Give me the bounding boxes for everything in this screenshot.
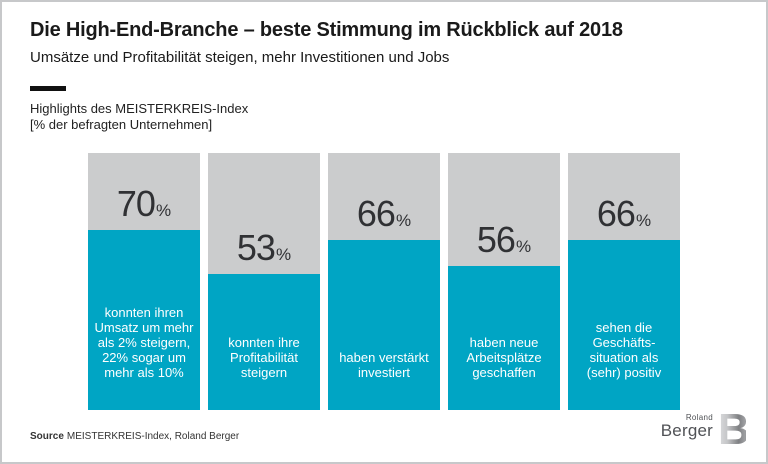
chart-caption: Highlights des MEISTERKREIS-Index [% der… [30, 101, 248, 133]
bar-description: konnten ihren Umsatz um mehr als 2% stei… [94, 305, 194, 380]
page-title: Die High-End-Branche – beste Stimmung im… [30, 19, 623, 41]
source-label: Source [30, 431, 64, 442]
bar-column-4: 56% haben neue Arbeitsplätze geschaffen [448, 153, 560, 410]
percent-sign: % [275, 244, 292, 264]
bar-column-1: 70% konnten ihren Umsatz um mehr als 2% … [88, 153, 200, 410]
percent-sign: % [395, 211, 412, 231]
bar-fill [208, 273, 320, 410]
bar-column-5: 66% sehen die Geschäfts-situation als (s… [568, 153, 680, 410]
bar-fill [328, 240, 440, 410]
logo-berger-text: Berger [660, 421, 713, 440]
logo-roland-text: Roland [685, 413, 713, 422]
svg-text:B: B [718, 408, 746, 448]
percent-sign: % [635, 211, 652, 231]
chart-caption-line2: [% der befragten Unternehmen] [30, 117, 213, 132]
bar-value-number: 56 [476, 218, 516, 260]
roland-berger-b-icon: B [718, 408, 746, 448]
bar-description: haben neue Arbeitsplätze geschaffen [466, 335, 542, 380]
bar-fill [88, 230, 200, 410]
bar-value-label: 70% [88, 185, 200, 221]
bar-value-number: 66 [596, 193, 636, 235]
chart-caption-line1: Highlights des MEISTERKREIS-Index [30, 101, 249, 116]
bar-column-3: 66% haben verstärkt investiert [328, 153, 440, 410]
title-divider [30, 86, 66, 91]
bar-value-label: 66% [568, 196, 680, 232]
roland-berger-logo: Roland Berger B [661, 408, 746, 448]
source-text: MEISTERKREIS-Index, Roland Berger [66, 431, 240, 442]
bar-description: haben verstärkt investiert [339, 350, 429, 380]
page-subtitle: Umsätze und Profitabilität steigen, mehr… [30, 49, 450, 66]
bar-value-label: 53% [208, 229, 320, 265]
bar-column-2: 53% konnten ihre Profitabilität steigern [208, 153, 320, 410]
bar-fill [568, 240, 680, 410]
bar-fill [448, 266, 560, 410]
bar-description: konnten ihre Profitabilität steigern [228, 335, 300, 380]
roland-berger-wordmark: Roland Berger [661, 413, 713, 439]
bar-value-label: 66% [328, 196, 440, 232]
percent-sign: % [515, 236, 532, 256]
bar-value-label: 56% [448, 221, 560, 257]
bar-value-number: 66 [356, 193, 396, 235]
bar-chart: 70% konnten ihren Umsatz um mehr als 2% … [88, 153, 680, 410]
bar-value-number: 70 [116, 182, 156, 224]
percent-sign: % [155, 200, 172, 220]
source-line: Source MEISTERKREIS-Index, Roland Berger [30, 431, 239, 442]
bar-description: sehen die Geschäfts-situation als (sehr)… [586, 320, 662, 380]
bar-value-number: 53 [236, 226, 276, 268]
